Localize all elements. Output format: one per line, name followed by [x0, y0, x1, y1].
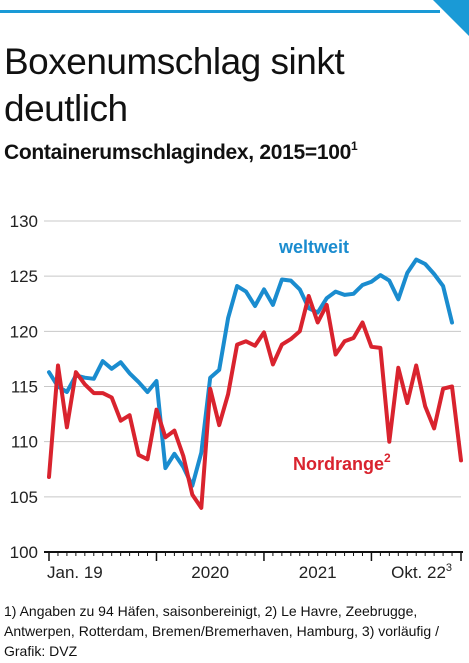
series-labels: weltweit Nordrange2	[278, 237, 391, 474]
y-tick-label: 125	[10, 267, 38, 286]
series-lines	[47, 257, 463, 510]
y-tick-label: 120	[10, 322, 38, 341]
x-tick-label: Jan. 19	[47, 563, 103, 582]
x-tick-label-text: 2020	[191, 563, 229, 582]
footnote: 1) Angaben zu 94 Häfen, saisonbereinigt,…	[4, 603, 439, 659]
y-tick-label: 110	[11, 433, 38, 452]
series-line-nordrange	[47, 294, 463, 510]
line-chart: 100 105 110 115 120 125 130 Jan. 19 2020 2021 Okt…	[10, 212, 463, 582]
chart-subtitle-text: Containerumschlagindex, 2015=100	[4, 141, 351, 164]
gridlines	[44, 220, 461, 498]
x-tick-label: 2020	[191, 563, 229, 582]
series-line-weltweit	[47, 257, 454, 488]
y-axis-ticks: 100 105 110 115 120 125 130	[10, 212, 38, 562]
x-tick-label: 2021	[299, 563, 337, 582]
corner-accent	[433, 0, 469, 36]
chart-title: Boxenumschlag sinkt deutlich	[4, 41, 345, 129]
x-tick-footnote-marker: 3	[446, 562, 452, 574]
y-tick-label: 130	[10, 212, 38, 231]
series-label-text: Nordrange	[293, 454, 384, 474]
chart-subtitle: Containerumschlagindex, 2015=1001	[4, 139, 358, 165]
series-label-footnote-marker: 2	[384, 451, 391, 465]
y-tick-label: 115	[11, 378, 38, 397]
x-tick-label-text: Jan. 19	[47, 563, 103, 582]
x-tick-label-text: Okt. 22	[391, 563, 446, 582]
y-tick-label: 105	[10, 488, 38, 507]
series-label-weltweit: weltweit	[278, 237, 349, 257]
series-label-text: weltweit	[278, 237, 349, 257]
subtitle-footnote-marker: 1	[350, 139, 358, 153]
y-tick-label: 100	[10, 543, 38, 562]
x-axis: Jan. 19 2020 2021 Okt. 223	[44, 551, 463, 582]
x-tick-label-text: 2021	[299, 563, 337, 582]
top-accent-rule	[0, 10, 440, 13]
series-label-nordrange: Nordrange2	[293, 451, 391, 474]
x-tick-label: Okt. 223	[391, 562, 452, 582]
